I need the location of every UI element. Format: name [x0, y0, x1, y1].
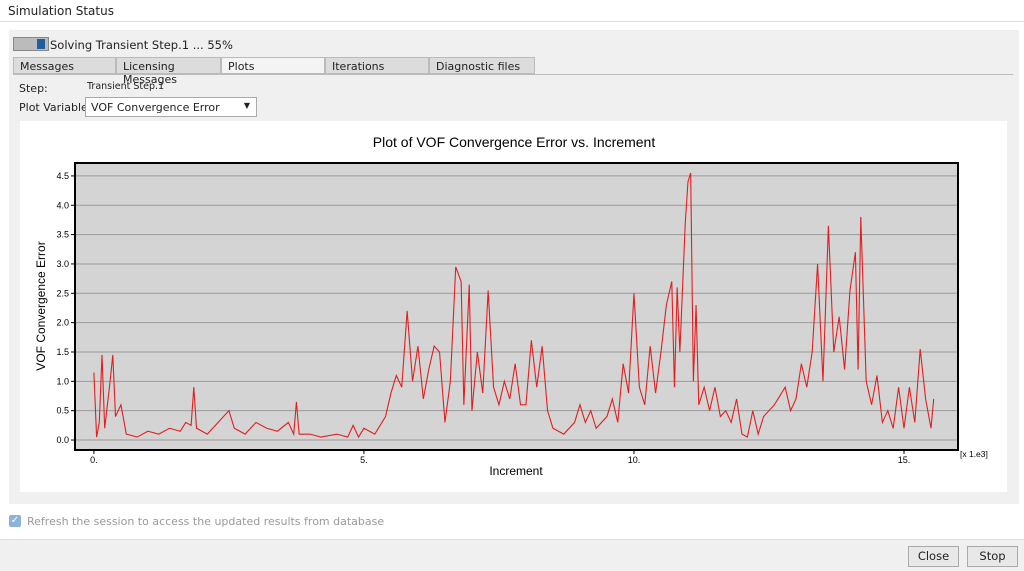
- x-tick-label: 15.: [898, 455, 911, 465]
- y-tick-label: 2.0: [56, 318, 69, 328]
- plot-border: [74, 162, 959, 451]
- x-tick-label: 5.: [360, 455, 368, 465]
- refresh-text: Refresh the session to access the update…: [27, 515, 385, 528]
- step-value: Transient Step.1: [87, 81, 165, 92]
- y-tick-label: 0.0: [56, 435, 69, 445]
- close-button[interactable]: Close: [908, 546, 959, 567]
- y-tick-label: 1.0: [56, 376, 69, 386]
- y-tick-label: 3.0: [56, 259, 69, 269]
- progress-icon: [13, 37, 49, 51]
- tabs: Messages Licensing Messages Plots Iterat…: [13, 57, 535, 86]
- tab[interactable]: Messages: [13, 57, 116, 74]
- status-text: Solving Transient Step.1 ... 55%: [50, 38, 233, 52]
- tab[interactable]: Diagnostic files: [429, 57, 535, 74]
- bottom-bar: [0, 539, 1024, 571]
- y-tick-label: 1.5: [56, 347, 69, 357]
- step-label: Step:: [19, 82, 48, 95]
- y-tick-label: 4.0: [56, 200, 69, 210]
- dropdown-value: VOF Convergence Error: [91, 101, 220, 114]
- tab[interactable]: Plots: [221, 57, 325, 74]
- dropdown[interactable]: VOF Convergence Error ▼: [85, 97, 257, 117]
- x-tick-label: 10.: [628, 455, 641, 465]
- tab[interactable]: Iterations: [325, 57, 429, 74]
- y-tick-label: 3.5: [56, 230, 69, 240]
- x-multiplier: [x 1.e3]: [960, 449, 988, 459]
- chart: Plot of VOF Convergence Error vs. Increm…: [20, 121, 1007, 492]
- data-line: [93, 172, 935, 439]
- tab[interactable]: Licensing Messages: [116, 57, 221, 86]
- y-tick-label: 2.5: [56, 288, 69, 298]
- plot-area: [75, 163, 958, 450]
- y-axis-label: VOF Convergence Error: [34, 241, 48, 370]
- x-axis-label: Increment: [489, 464, 543, 478]
- plot-variable-label: Plot Variable:: [19, 101, 92, 114]
- y-tick-label: 4.5: [56, 171, 69, 181]
- title-bar: Simulation Status: [0, 0, 1024, 22]
- tab-line: [13, 74, 1013, 75]
- x-tick-label: 0.: [90, 455, 98, 465]
- checkbox[interactable]: ✓: [9, 515, 21, 527]
- chart-title: Plot of VOF Convergence Error vs. Increm…: [373, 134, 656, 150]
- y-tick-label: 0.5: [56, 406, 69, 416]
- stop-button[interactable]: Stop: [967, 546, 1018, 567]
